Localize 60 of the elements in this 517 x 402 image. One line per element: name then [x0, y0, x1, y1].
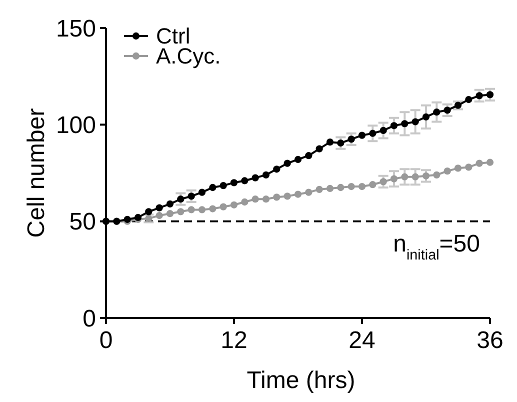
- point: [454, 164, 462, 172]
- point: [294, 156, 302, 164]
- point: [262, 171, 270, 178]
- point: [294, 190, 302, 198]
- point: [337, 184, 344, 192]
- point: [252, 196, 259, 203]
- point: [358, 132, 366, 139]
- point: [369, 181, 376, 188]
- y-axis-title: Cell number: [23, 108, 50, 238]
- point: [486, 158, 494, 166]
- point: [348, 182, 355, 190]
- point: [166, 210, 174, 218]
- point: [326, 138, 334, 146]
- point: [262, 196, 270, 203]
- point: [444, 168, 451, 175]
- point: [241, 177, 248, 184]
- point: [145, 208, 152, 216]
- point: [209, 205, 216, 212]
- point: [433, 108, 440, 116]
- point: [198, 188, 206, 196]
- point: [252, 174, 259, 182]
- point: [156, 212, 163, 220]
- point: [305, 152, 312, 160]
- x-tick-label: 36: [476, 327, 504, 354]
- x-tick-label: 12: [220, 327, 248, 354]
- point: [220, 182, 227, 190]
- point: [198, 206, 206, 214]
- point: [273, 194, 280, 201]
- ref-line-label: n$_{initial}$=50: [393, 230, 480, 264]
- y-tick-label: 50: [69, 208, 96, 236]
- x-axis-title: Time (hrs): [246, 367, 356, 394]
- point: [422, 113, 430, 120]
- point: [316, 145, 323, 152]
- y-tick-label: 150: [56, 15, 96, 42]
- point: [476, 160, 483, 167]
- point: [188, 206, 195, 214]
- point: [230, 179, 238, 186]
- point: [209, 184, 216, 192]
- y-tick-label: 0: [82, 305, 96, 332]
- point: [284, 160, 291, 167]
- point: [273, 166, 280, 173]
- x-tick-label: 0: [99, 327, 113, 354]
- point: [220, 203, 227, 210]
- point: [326, 184, 334, 192]
- x-tick-label: 24: [348, 327, 376, 354]
- point: [465, 164, 472, 171]
- point: [465, 96, 472, 104]
- point: [241, 198, 248, 206]
- point: [166, 200, 174, 208]
- point: [401, 120, 408, 128]
- point: [412, 118, 419, 126]
- point: [358, 182, 366, 190]
- point: [284, 192, 291, 200]
- point: [230, 201, 238, 208]
- point: [177, 208, 184, 216]
- point: [305, 188, 312, 196]
- point: [156, 204, 163, 212]
- y-tick-label: 100: [56, 112, 96, 140]
- point: [433, 171, 440, 178]
- point: [316, 186, 323, 193]
